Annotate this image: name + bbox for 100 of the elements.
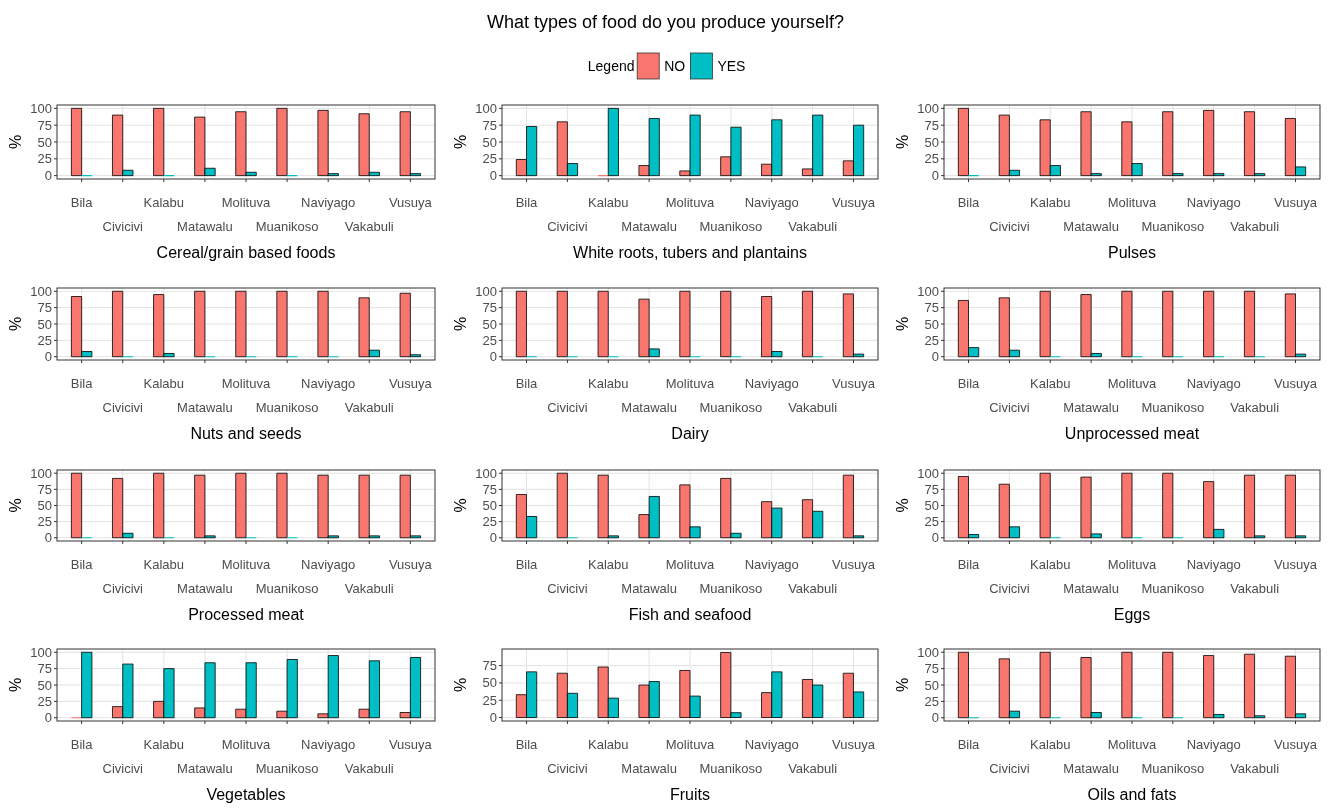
x-axis-title: Cereal/grain based foods bbox=[156, 243, 336, 261]
bar bbox=[1121, 651, 1133, 719]
y-tick-label: 25 bbox=[37, 332, 52, 348]
y-tick-label: 25 bbox=[482, 692, 497, 708]
y-tick-label: 50 bbox=[37, 134, 52, 150]
y-tick-label: 25 bbox=[482, 514, 497, 530]
bar bbox=[1203, 290, 1215, 358]
x-tick-label: Matawalu bbox=[177, 580, 233, 596]
y-axis-title: % bbox=[893, 677, 911, 693]
x-tick-label: Civicivi bbox=[989, 760, 1030, 776]
x-tick-label: Naviyago bbox=[1186, 736, 1241, 752]
bar bbox=[1121, 472, 1133, 539]
x-tick-label: Muanikoso bbox=[255, 580, 319, 596]
x-tick-label: Molituva bbox=[1107, 736, 1157, 752]
x-tick-label: Kalabu bbox=[588, 375, 629, 391]
bar bbox=[70, 107, 83, 177]
x-tick-label: Civicivi bbox=[989, 580, 1030, 596]
x-tick-label: Vusuya bbox=[388, 736, 433, 752]
y-tick-label: 50 bbox=[924, 316, 939, 332]
x-tick-label: Matawalu bbox=[1063, 580, 1119, 596]
x-tick-label: Muanikoso bbox=[699, 580, 763, 596]
x-tick-label: Matawalu bbox=[1063, 760, 1119, 776]
x-tick-label: Matawalu bbox=[1063, 218, 1119, 234]
x-tick-label: Vakabuli bbox=[1230, 760, 1280, 776]
y-tick-label: 75 bbox=[37, 300, 52, 316]
x-tick-label: Vakabuli bbox=[1230, 399, 1280, 415]
y-tick-label: 50 bbox=[482, 316, 497, 332]
x-tick-label: Molituva bbox=[1107, 194, 1157, 210]
x-tick-label: Civicivi bbox=[989, 218, 1030, 234]
y-tick-label: 25 bbox=[37, 693, 52, 709]
x-tick-label: Molituva bbox=[221, 736, 271, 752]
y-tick-label: 0 bbox=[489, 530, 497, 546]
y-tick-label: 0 bbox=[44, 168, 52, 184]
y-tick-label: 50 bbox=[37, 677, 52, 693]
x-tick-label: Muanikoso bbox=[1141, 399, 1205, 415]
bar bbox=[515, 290, 527, 358]
x-tick-label: Molituva bbox=[1107, 556, 1157, 572]
x-tick-label: Civicivi bbox=[547, 218, 588, 234]
y-axis-title: % bbox=[6, 134, 24, 150]
bar bbox=[235, 472, 247, 539]
x-tick-label: Civicivi bbox=[102, 218, 144, 234]
y-tick-label: 0 bbox=[931, 710, 939, 726]
y-axis-title: % bbox=[6, 316, 24, 332]
x-tick-label: Matawalu bbox=[621, 218, 677, 234]
x-tick-label: Molituva bbox=[665, 556, 715, 572]
x-tick-label: Bila bbox=[70, 375, 94, 391]
x-tick-label: Matawalu bbox=[177, 760, 233, 776]
x-tick-label: Vusuya bbox=[1274, 375, 1318, 391]
x-tick-label: Vusuya bbox=[1274, 556, 1318, 572]
x-tick-label: Kalabu bbox=[588, 194, 629, 210]
y-tick-label: 0 bbox=[44, 710, 52, 726]
x-tick-label: Vakabuli bbox=[344, 218, 394, 234]
y-tick-label: 0 bbox=[44, 349, 52, 365]
x-tick-label: Kalabu bbox=[588, 556, 629, 572]
y-axis-title: % bbox=[893, 134, 911, 150]
y-axis-title: % bbox=[451, 498, 469, 513]
x-tick-label: Muanikoso bbox=[1141, 580, 1205, 596]
bar bbox=[607, 107, 619, 177]
bar bbox=[112, 290, 124, 358]
bar bbox=[556, 290, 568, 358]
y-tick-label: 50 bbox=[482, 498, 497, 514]
x-tick-label: Bila bbox=[515, 194, 539, 210]
y-tick-label: 50 bbox=[482, 134, 497, 150]
x-tick-label: Bila bbox=[70, 194, 94, 210]
x-tick-label: Muanikoso bbox=[1141, 218, 1205, 234]
bar bbox=[1162, 290, 1174, 358]
x-tick-label: Bila bbox=[957, 375, 981, 391]
y-tick-label: 100 bbox=[30, 644, 52, 660]
y-tick-label: 0 bbox=[489, 710, 497, 726]
bar bbox=[957, 651, 969, 719]
x-tick-label: Naviyago bbox=[1186, 194, 1241, 210]
x-tick-label: Bila bbox=[957, 556, 981, 572]
x-tick-label: Vusuya bbox=[388, 556, 433, 572]
bar bbox=[235, 290, 247, 358]
x-tick-label: Civicivi bbox=[102, 399, 144, 415]
x-axis-title: Fish and seafood bbox=[628, 605, 752, 623]
y-tick-label: 75 bbox=[924, 661, 939, 677]
x-tick-label: Muanikoso bbox=[699, 760, 763, 776]
x-tick-label: Kalabu bbox=[1030, 556, 1071, 572]
y-tick-label: 50 bbox=[924, 498, 939, 514]
chart-title: What types of food do you produce yourself? bbox=[486, 12, 845, 33]
x-tick-label: Vakabuli bbox=[344, 399, 394, 415]
x-axis-title: White roots, tubers and plantains bbox=[573, 243, 807, 261]
x-tick-label: Bila bbox=[957, 736, 981, 752]
x-tick-label: Molituva bbox=[665, 194, 715, 210]
y-axis-title: % bbox=[451, 134, 469, 150]
y-tick-label: 50 bbox=[924, 134, 939, 150]
x-tick-label: Vusuya bbox=[1274, 736, 1318, 752]
bar bbox=[1162, 472, 1174, 539]
x-tick-label: Naviyago bbox=[301, 556, 356, 572]
x-tick-label: Matawalu bbox=[177, 399, 233, 415]
x-axis-title: Pulses bbox=[1107, 243, 1157, 261]
x-tick-label: Kalabu bbox=[1030, 194, 1071, 210]
x-tick-label: Vusuya bbox=[1274, 194, 1318, 210]
x-tick-label: Vakabuli bbox=[788, 580, 838, 596]
x-tick-label: Naviyago bbox=[744, 194, 799, 210]
x-tick-label: Naviyago bbox=[744, 556, 799, 572]
bar bbox=[1243, 290, 1256, 358]
x-tick-label: Civicivi bbox=[547, 580, 588, 596]
x-tick-label: Civicivi bbox=[102, 580, 144, 596]
